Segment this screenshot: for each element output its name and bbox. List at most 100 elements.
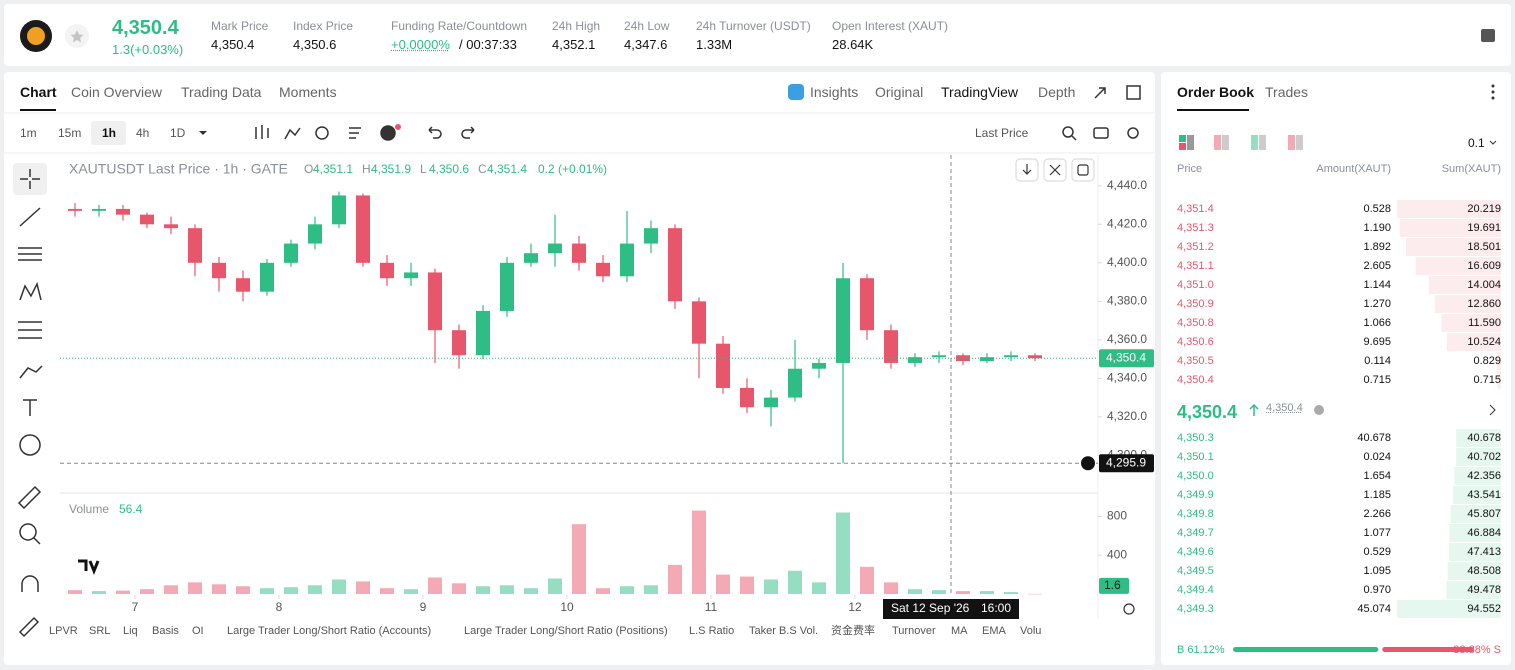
ob-depth-bar [1399, 219, 1501, 237]
legend-value: 4,350.6 [429, 162, 469, 176]
buy-label: B 61.12% [1177, 644, 1225, 656]
tv-logo-bg [74, 552, 104, 580]
ob-cell: 42.356 [1467, 470, 1501, 482]
indicator[interactable]: Volu [1020, 625, 1042, 637]
stat-label: Mark Price [211, 19, 269, 33]
interval[interactable]: 1h [102, 126, 117, 140]
interval[interactable]: 1D [170, 126, 186, 140]
indicator[interactable]: SRL [89, 625, 111, 637]
volume-bar [356, 581, 370, 594]
ob-cell: 0.024 [1363, 451, 1391, 463]
tab[interactable]: Moments [279, 84, 337, 100]
view-tab[interactable]: TradingView [941, 84, 1019, 100]
candle-body [380, 262, 394, 279]
indicator[interactable]: Basis [152, 625, 179, 637]
legend-value: 4,351.4 [487, 162, 527, 176]
indicator[interactable]: MA [951, 625, 968, 637]
candle-body [332, 195, 346, 225]
tab[interactable]: Coin Overview [71, 84, 163, 100]
tab[interactable]: Chart [20, 84, 57, 100]
layout-icon[interactable] [1481, 29, 1495, 42]
candle-body [932, 355, 946, 358]
candle-body [764, 397, 778, 408]
candle-body [716, 343, 730, 388]
ob-cell: 0.715 [1363, 374, 1391, 386]
volume-bar [68, 590, 82, 594]
legend-key: H [362, 162, 371, 176]
ob-cell: 1.066 [1363, 317, 1391, 329]
indicator[interactable]: L.S Ratio [689, 625, 735, 637]
x-tick-label: 9 [420, 600, 427, 614]
ob-tab[interactable]: Order Book [1177, 84, 1255, 100]
candle-body [836, 278, 850, 363]
indicator[interactable]: Liq [123, 625, 138, 637]
ob-cell: 1.077 [1363, 527, 1391, 539]
view-tab[interactable]: Insights [810, 84, 859, 100]
volume-bar [764, 579, 778, 594]
badge [395, 124, 401, 130]
ob-cell: 4,351.2 [1177, 241, 1214, 253]
indicator[interactable]: EMA [982, 625, 1006, 637]
indicator[interactable]: Turnover [892, 625, 936, 637]
y-tick-label: 4,440.0 [1107, 178, 1147, 192]
indicator[interactable]: LPVR [49, 625, 78, 637]
indicator[interactable]: OI [192, 625, 204, 637]
ob-depth-bar [1415, 257, 1501, 275]
y-tick-label: 4,340.0 [1107, 371, 1147, 385]
ob-mark: 4,350.4 [1266, 402, 1303, 414]
volume-bar [476, 586, 490, 594]
indicator[interactable]: 资金费率 [831, 625, 875, 637]
ob-cell: 1.095 [1363, 565, 1391, 577]
candle-body [428, 272, 442, 331]
price-type[interactable]: Last Price [975, 126, 1029, 140]
ob-depth-bar [1456, 448, 1501, 466]
candle-body [596, 262, 610, 277]
ob-cell: 2.605 [1363, 260, 1391, 272]
ob-cell: 40.678 [1357, 432, 1391, 444]
price-change: 1.3(+0.03%) [112, 42, 184, 57]
ob-cell: 40.678 [1467, 432, 1501, 444]
expand-icon[interactable] [1094, 87, 1106, 99]
ob-depth-bar [1441, 314, 1501, 332]
ob-cell: 40.702 [1467, 451, 1501, 463]
dropdown[interactable] [199, 131, 207, 135]
ob-tab[interactable]: Trades [1265, 84, 1309, 100]
ob-column: Price [1177, 163, 1203, 175]
volume-bar [836, 512, 850, 594]
volume-bar [332, 579, 346, 594]
crosshair-add [1081, 456, 1095, 471]
x-tick-label: 10 [560, 600, 574, 614]
ob-cell: 47.413 [1467, 546, 1501, 558]
ob-cell: 4,350.4 [1177, 374, 1214, 386]
interval[interactable]: 4h [136, 126, 150, 140]
interval[interactable]: 15m [58, 126, 82, 140]
interval[interactable]: 1m [20, 126, 37, 140]
volume-tick-label: 400 [1107, 547, 1127, 561]
candle-body [548, 243, 562, 254]
ob-cell: 46.884 [1467, 527, 1501, 539]
legend-value: 4,351.9 [371, 162, 411, 176]
candle-body [476, 310, 490, 356]
window-icon[interactable] [1126, 85, 1141, 100]
ob-cell: 4,349.4 [1177, 584, 1214, 596]
indicator[interactable]: Taker B.S Vol. [749, 625, 819, 637]
indicator[interactable]: Large Trader Long/Short Ratio (Accounts) [227, 625, 432, 637]
ob-cell: 43.541 [1467, 489, 1501, 501]
ob-cell: 12.860 [1467, 298, 1501, 310]
tab[interactable]: Trading Data [181, 84, 262, 100]
view-tab[interactable]: Original [875, 84, 924, 100]
view-tab[interactable]: Depth [1038, 84, 1076, 100]
ob-depth-bar [1453, 486, 1501, 504]
y-tick-label: 4,380.0 [1107, 293, 1147, 307]
legend-key: C [478, 162, 487, 176]
ob-depth-bar [1447, 562, 1501, 580]
ob-cell: 4,349.7 [1177, 527, 1214, 539]
ob-cell: 0.114 [1364, 355, 1391, 367]
ob-cell: 1.892 [1363, 241, 1391, 253]
ob-step[interactable]: 0.1 [1468, 136, 1485, 150]
y-tick-label: 4,360.0 [1107, 332, 1147, 346]
indicator[interactable]: Large Trader Long/Short Ratio (Positions… [464, 625, 668, 637]
volume-bar [500, 585, 514, 594]
volume-bar [932, 590, 946, 594]
